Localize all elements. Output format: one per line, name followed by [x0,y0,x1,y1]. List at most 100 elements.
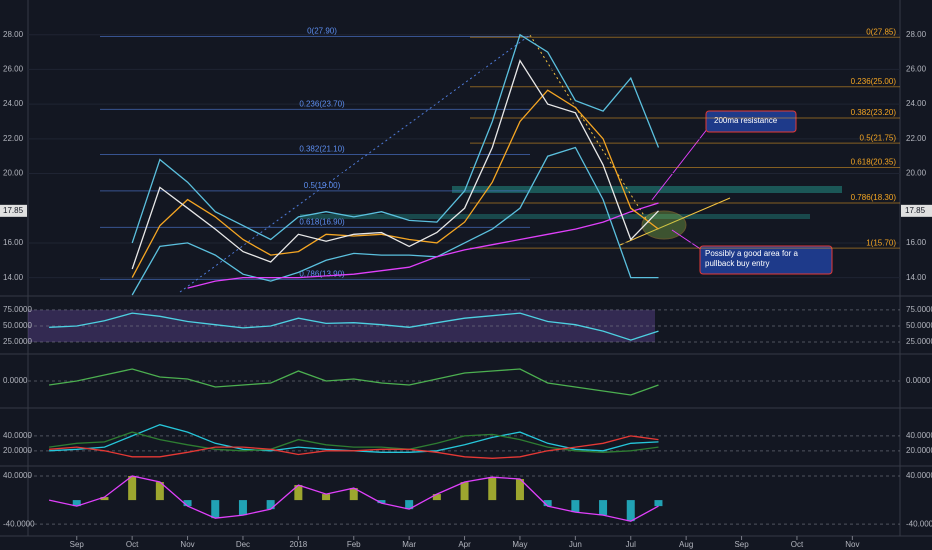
histogram-bar [626,500,635,522]
x-tick-label: Mar [402,540,416,549]
x-tick-label: Nov [180,540,194,549]
histogram-bar [543,500,552,507]
series-line [131,146,659,296]
x-tick-label: Jun [569,540,582,549]
zone [300,214,810,219]
series-line [131,33,660,244]
trend-line [619,197,731,246]
price-tag-label: 17.85 [3,206,24,215]
histogram-bar [571,500,580,513]
x-tick-label: Sep [70,540,85,549]
fib-label: 0.618(20.35) [851,158,897,167]
histogram-bar [128,476,137,501]
annotation-arrow [651,127,709,201]
y-tick-label: 20.0000 [3,446,32,455]
annotation-box [699,245,833,275]
x-tick-label: Jul [626,540,636,549]
price-tag [0,204,27,217]
x-tick-label: Oct [791,540,804,549]
annotation: 200ma resistance [714,116,778,125]
x-tick-label: 2018 [289,540,307,549]
x-tick-label: Oct [126,540,139,549]
annotation-box [705,110,797,133]
y-tick-label: -40.0000 [906,519,932,528]
y-tick-label: 75.0000 [3,305,32,314]
histogram-bar [238,500,247,516]
fib-label: 0.236(25.00) [851,77,897,86]
y-tick-label: 50.0000 [3,321,32,330]
fib-label: 0.236(23.70) [299,99,345,108]
y-tick-label: 0.0000 [906,376,931,385]
fib-label: 0.786(13.90) [299,269,345,278]
x-tick-label: Sep [734,540,749,549]
y-tick-label: 22.00 [3,134,24,143]
y-tick-label: 0.0000 [3,376,28,385]
y-tick-label: 25.0000 [906,337,932,346]
y-tick-label: 40.0000 [906,471,932,480]
histogram-bar [183,500,192,507]
histogram-bar [349,488,358,501]
series-line [49,431,659,453]
fib-label: 0(27.90) [307,27,337,36]
y-tick-label: 24.00 [3,99,24,108]
y-tick-label: 26.00 [906,65,927,74]
x-tick-label: Nov [845,540,859,549]
fib-label: 0(27.85) [866,27,896,36]
fib-label: 0.5(21.75) [860,133,897,142]
zone [452,186,842,193]
series-line [49,368,659,396]
histogram-bar [211,500,220,519]
y-tick-label: 14.00 [906,273,927,282]
y-tick-label: 25.0000 [3,337,32,346]
series-line [131,59,659,270]
y-tick-label: 28.00 [906,30,927,39]
x-tick-label: Apr [458,540,471,549]
y-tick-label: 40.0000 [906,431,932,440]
fib-label: 0.382(21.10) [299,145,345,154]
trend-line [179,34,531,293]
price-tag-label: 17.85 [905,206,926,215]
series-line [187,202,659,289]
y-tick-label: 20.00 [906,169,927,178]
y-tick-label: 20.00 [3,169,24,178]
annotation-wrap: Possibly a good area for a pullback buy … [705,249,798,268]
y-tick-label: 22.00 [906,134,927,143]
series-line [49,312,659,341]
y-tick-label: 28.00 [3,30,24,39]
y-tick-label: 20.0000 [906,446,932,455]
fib-label: 0.618(16.90) [299,217,345,226]
fib-label: 1(15.70) [866,238,896,247]
fib-label: 0.382(23.20) [851,108,897,117]
series-line [131,89,659,278]
histogram-bar [377,500,386,504]
y-tick-label: 24.00 [906,99,927,108]
y-tick-label: 26.00 [3,65,24,74]
histogram-bar [654,500,663,507]
fib-label: 0.786(18.30) [851,193,897,202]
histogram-bar [515,479,524,501]
annotation: Possibly a good area for a pullback buy … [705,249,798,268]
x-tick-label: May [512,540,527,549]
y-tick-label: 75.0000 [906,305,932,314]
histogram-bar [432,494,441,501]
y-tick-label: 16.00 [906,238,927,247]
series-line [48,475,659,522]
y-tick-label: -40.0000 [3,519,35,528]
y-tick-label: 40.0000 [3,471,32,480]
histogram-bar [72,500,81,507]
histogram-bar [405,500,414,510]
x-tick-label: Aug [679,540,693,549]
histogram-bar [100,497,109,501]
histogram-bar [599,500,608,516]
y-tick-label: 50.0000 [906,321,932,330]
histogram-bar [294,485,303,501]
histogram-bar [460,482,469,501]
price-tag [901,204,932,217]
histogram-bar [155,482,164,501]
x-tick-label: Feb [347,540,361,549]
x-tick-label: Dec [236,540,250,549]
histogram-bar [322,494,331,501]
